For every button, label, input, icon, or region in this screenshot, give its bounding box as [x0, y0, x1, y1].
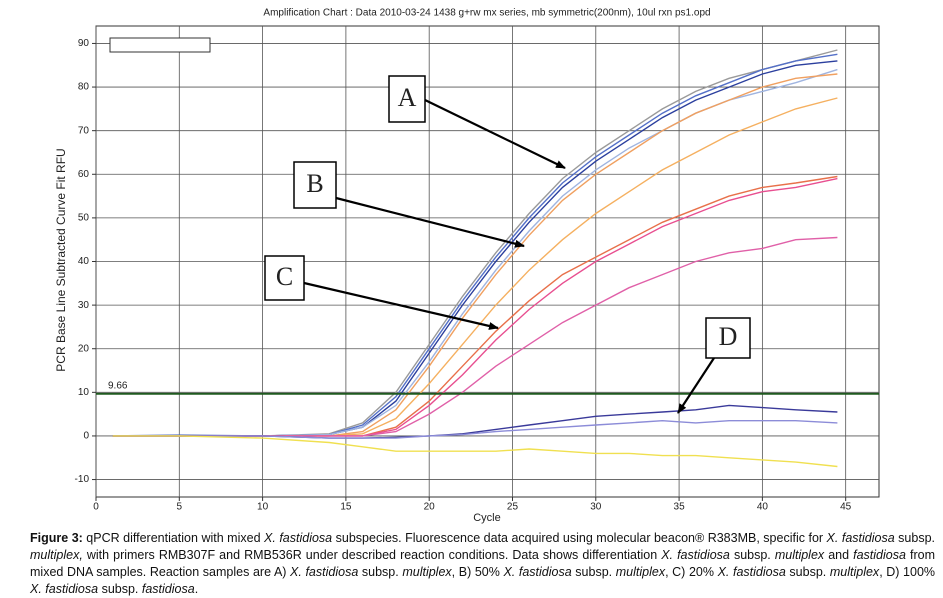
x-tick-label: 30	[590, 502, 602, 513]
annotation-label: B	[306, 169, 323, 198]
caption-text: , D) 100%	[879, 565, 936, 579]
x-axis-label: Cycle	[473, 512, 501, 524]
caption-italic: multiplex	[402, 565, 452, 579]
y-tick-label: 50	[78, 213, 90, 224]
caption-text: subspecies. Fluorescence data acquired u…	[332, 531, 827, 545]
x-tick-label: 5	[177, 502, 183, 513]
caption-italic: fastidiosa	[853, 548, 906, 562]
caption-italic: X. fastidiosa	[503, 565, 572, 579]
y-tick-label: 60	[78, 169, 90, 180]
caption-italic: X. fastidiosa	[826, 531, 895, 545]
annotation-arrow	[677, 357, 715, 414]
caption-italic: X. fastidiosa	[717, 565, 786, 579]
caption-text: with primers RMB307F and RMB536R under d…	[82, 548, 662, 562]
annotation-label: C	[276, 262, 293, 291]
y-tick-label: -10	[75, 474, 90, 485]
y-tick-label: 0	[83, 431, 89, 442]
caption-text: subsp.	[571, 565, 616, 579]
y-tick-label: 20	[78, 343, 90, 354]
annotation-label: D	[719, 322, 738, 351]
x-tick-label: 40	[757, 502, 769, 513]
annotation-arrow	[335, 196, 525, 248]
caption-italic: multiplex	[615, 565, 666, 579]
caption-italic: X. fastidiosa	[661, 548, 730, 562]
x-tick-label: 15	[340, 502, 352, 513]
data-line	[112, 435, 838, 468]
chart-title: Amplification Chart : Data 2010-03-24 14…	[263, 8, 710, 19]
annotation-arrow	[303, 281, 499, 330]
caption-text: subsp.	[894, 531, 935, 545]
chart: Amplification Chart : Data 2010-03-24 14…	[54, 8, 880, 524]
x-tick-label: 0	[93, 502, 99, 513]
x-tick-label: 20	[424, 502, 436, 513]
caption-text: subsp.	[358, 565, 403, 579]
x-tick-label: 35	[674, 502, 686, 513]
y-tick-label: 10	[78, 387, 90, 398]
caption-italic: multiplex	[829, 565, 880, 579]
y-tick-label: 80	[78, 82, 90, 93]
threshold-label: 9.66	[108, 380, 128, 391]
annotation-box	[264, 255, 305, 301]
caption-text: subsp.	[785, 565, 830, 579]
figure-caption: Figure 3: qPCR differentiation with mixe…	[30, 530, 935, 598]
annotation-box	[705, 317, 751, 359]
caption-text: subsp.	[98, 582, 142, 596]
caption-text: and	[824, 548, 854, 562]
caption-label: Figure 3:	[30, 531, 83, 545]
caption-text: .	[194, 582, 199, 596]
y-tick-label: 40	[78, 256, 90, 267]
caption-text: from mixed DNA samples. Reaction samples…	[30, 548, 935, 579]
annotation-box	[388, 75, 426, 123]
caption-text: subsp.	[729, 548, 775, 562]
caption-italic: fastidiosa	[141, 582, 195, 596]
legend-box	[109, 37, 211, 53]
x-tick-label: 25	[507, 502, 519, 513]
caption-text: , B) 50%	[451, 565, 504, 579]
y-tick-label: 70	[78, 125, 90, 136]
x-tick-label: 45	[840, 502, 852, 513]
y-axis-label: PCR Base Line Subtracted Curve Fit RFU	[54, 148, 68, 371]
y-tick-label: 30	[78, 300, 90, 311]
caption-italic: X. fastidiosa	[290, 565, 359, 579]
annotation-label: A	[398, 83, 417, 112]
caption-italic: multiplex,	[30, 548, 83, 562]
caption-text: qPCR differentiation with mixed	[82, 531, 265, 545]
caption-italic: X. fastidiosa	[264, 531, 333, 545]
data-line	[112, 236, 838, 437]
caption-italic: multiplex	[774, 548, 825, 562]
data-line	[112, 419, 838, 439]
caption-italic: X. fastidiosa	[30, 582, 99, 596]
data-line	[112, 49, 838, 437]
x-tick-label: 10	[257, 502, 269, 513]
annotation-arrow	[424, 99, 566, 169]
annotation-box	[293, 161, 337, 209]
y-tick-label: 90	[78, 38, 90, 49]
caption-text: , C) 20%	[665, 565, 718, 579]
